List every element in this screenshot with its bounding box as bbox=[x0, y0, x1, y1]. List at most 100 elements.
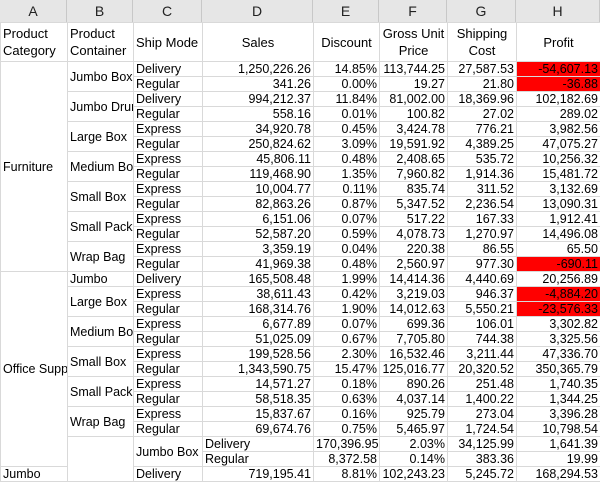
unit-price-cell[interactable]: 925.79 bbox=[379, 406, 448, 422]
shipping-cost-cell[interactable]: 311.52 bbox=[447, 181, 517, 197]
container-cell[interactable]: Medium Box bbox=[67, 151, 134, 182]
sales-cell[interactable]: 34,920.78 bbox=[202, 121, 314, 137]
discount-cell[interactable]: 0.75% bbox=[313, 421, 380, 437]
unit-price-cell[interactable]: 16,532.46 bbox=[379, 346, 448, 362]
profit-cell[interactable]: -690.11 bbox=[516, 256, 600, 272]
sales-cell[interactable]: 558.16 bbox=[202, 106, 314, 122]
header-cell[interactable]: Discount bbox=[313, 22, 380, 62]
sales-cell[interactable]: 3,359.19 bbox=[202, 241, 314, 257]
shipping-cost-cell[interactable]: 106.01 bbox=[447, 316, 517, 332]
unit-price-cell[interactable]: 4,078.73 bbox=[379, 226, 448, 242]
profit-cell[interactable]: 350,365.79 bbox=[516, 361, 600, 377]
discount-cell[interactable]: 2.30% bbox=[313, 346, 380, 362]
container-cell[interactable]: Large Box bbox=[67, 121, 134, 152]
unit-price-cell[interactable]: 7,960.82 bbox=[379, 166, 448, 182]
sales-cell[interactable]: 69,674.76 bbox=[202, 421, 314, 437]
discount-cell[interactable]: 0.16% bbox=[313, 406, 380, 422]
ship-mode-cell[interactable]: Regular bbox=[133, 361, 203, 377]
sales-cell[interactable]: 1,250,226.26 bbox=[202, 61, 314, 77]
discount-cell[interactable]: 0.42% bbox=[313, 286, 380, 302]
discount-cell[interactable]: 0.59% bbox=[313, 226, 380, 242]
shipping-cost-cell[interactable]: 977.30 bbox=[447, 256, 517, 272]
shipping-cost-cell[interactable]: 1,270.97 bbox=[447, 226, 517, 242]
ship-mode-cell[interactable]: Delivery bbox=[133, 61, 203, 77]
unit-price-cell[interactable]: 113,744.25 bbox=[379, 61, 448, 77]
shipping-cost-cell[interactable]: 20,320.52 bbox=[447, 361, 517, 377]
shipping-cost-cell[interactable]: 744.38 bbox=[447, 331, 517, 347]
shipping-cost-cell[interactable]: 19.99 bbox=[516, 451, 600, 467]
sales-cell[interactable]: 38,611.43 bbox=[202, 286, 314, 302]
unit-price-cell[interactable]: 4,037.14 bbox=[379, 391, 448, 407]
profit-cell[interactable]: -36.88 bbox=[516, 76, 600, 92]
profit-cell[interactable]: 13,090.31 bbox=[516, 196, 600, 212]
unit-price-cell[interactable]: 5,347.52 bbox=[379, 196, 448, 212]
container-cell[interactable]: Jumbo bbox=[0, 466, 68, 482]
sales-cell[interactable]: 6,677.89 bbox=[202, 316, 314, 332]
shipping-cost-cell[interactable]: 1,724.54 bbox=[447, 421, 517, 437]
container-cell[interactable]: Jumbo Drum bbox=[67, 91, 134, 122]
shipping-cost-cell[interactable]: 251.48 bbox=[447, 376, 517, 392]
profit-cell[interactable]: 289.02 bbox=[516, 106, 600, 122]
column-header-h[interactable]: H bbox=[516, 0, 600, 22]
shipping-cost-cell[interactable]: 3,211.44 bbox=[447, 346, 517, 362]
shipping-cost-cell[interactable]: 273.04 bbox=[447, 406, 517, 422]
discount-cell[interactable]: 0.48% bbox=[313, 256, 380, 272]
column-header-d[interactable]: D bbox=[202, 0, 313, 22]
shipping-cost-cell[interactable]: 167.33 bbox=[447, 211, 517, 227]
ship-mode-cell[interactable]: Regular bbox=[133, 196, 203, 212]
ship-mode-cell[interactable]: Regular bbox=[133, 76, 203, 92]
profit-cell[interactable]: 1,912.41 bbox=[516, 211, 600, 227]
discount-cell[interactable]: 1.90% bbox=[313, 301, 380, 317]
container-cell[interactable]: Small Box bbox=[67, 181, 134, 212]
shipping-cost-cell[interactable]: 21.80 bbox=[447, 76, 517, 92]
sales-cell[interactable]: 15,837.67 bbox=[202, 406, 314, 422]
shipping-cost-cell[interactable]: 1,400.22 bbox=[447, 391, 517, 407]
discount-cell[interactable]: 15.47% bbox=[313, 361, 380, 377]
profit-cell[interactable]: 10,256.32 bbox=[516, 151, 600, 167]
unit-price-cell[interactable]: 100.82 bbox=[379, 106, 448, 122]
unit-price-cell[interactable]: 2,560.97 bbox=[379, 256, 448, 272]
ship-mode-cell[interactable]: Delivery bbox=[133, 271, 203, 287]
unit-price-cell[interactable]: 699.36 bbox=[379, 316, 448, 332]
shipping-cost-cell[interactable]: 1,914.36 bbox=[447, 166, 517, 182]
sales-cell[interactable]: 41,969.38 bbox=[202, 256, 314, 272]
unit-price-cell[interactable]: 220.38 bbox=[379, 241, 448, 257]
sales-cell[interactable]: 51,025.09 bbox=[202, 331, 314, 347]
ship-mode-cell[interactable]: Express bbox=[133, 286, 203, 302]
shipping-cost-cell[interactable]: 5,550.21 bbox=[447, 301, 517, 317]
profit-cell[interactable]: 47,075.27 bbox=[516, 136, 600, 152]
ship-mode-cell[interactable]: Regular bbox=[133, 331, 203, 347]
discount-cell[interactable]: 0.01% bbox=[313, 106, 380, 122]
shipping-cost-cell[interactable]: 18,369.96 bbox=[447, 91, 517, 107]
shipping-cost-cell[interactable]: 27,587.53 bbox=[447, 61, 517, 77]
ship-mode-cell[interactable]: Regular bbox=[133, 391, 203, 407]
shipping-cost-cell[interactable]: 535.72 bbox=[447, 151, 517, 167]
unit-price-cell[interactable]: 19,591.92 bbox=[379, 136, 448, 152]
unit-price-cell[interactable]: 3,219.03 bbox=[379, 286, 448, 302]
ship-mode-cell[interactable]: Delivery bbox=[202, 436, 314, 452]
ship-mode-cell[interactable]: Express bbox=[133, 346, 203, 362]
container-cell[interactable]: Small Pack bbox=[67, 376, 134, 407]
discount-cell[interactable]: 0.04% bbox=[313, 241, 380, 257]
container-cell[interactable]: Jumbo bbox=[67, 271, 134, 287]
sales-cell[interactable]: 1,343,590.75 bbox=[202, 361, 314, 377]
unit-price-cell[interactable]: 81,002.00 bbox=[379, 91, 448, 107]
container-cell[interactable]: Small Box bbox=[67, 346, 134, 377]
ship-mode-cell[interactable]: Express bbox=[133, 121, 203, 137]
header-cell[interactable]: Shipping Cost bbox=[447, 22, 517, 62]
container-cell[interactable]: Jumbo Box bbox=[133, 436, 203, 467]
profit-cell[interactable]: 3,302.82 bbox=[516, 316, 600, 332]
ship-mode-cell[interactable]: Express bbox=[133, 376, 203, 392]
profit-cell[interactable]: 1,344.25 bbox=[516, 391, 600, 407]
ship-mode-cell[interactable]: Delivery bbox=[133, 91, 203, 107]
ship-mode-cell[interactable]: Express bbox=[133, 151, 203, 167]
ship-mode-cell[interactable]: Express bbox=[133, 241, 203, 257]
sales-cell[interactable]: 6,151.06 bbox=[202, 211, 314, 227]
unit-price-cell[interactable]: 3,424.78 bbox=[379, 121, 448, 137]
shipping-cost-cell[interactable]: 946.37 bbox=[447, 286, 517, 302]
profit-cell[interactable]: 14,496.08 bbox=[516, 226, 600, 242]
ship-mode-cell[interactable]: Regular bbox=[133, 166, 203, 182]
column-header-a[interactable]: A bbox=[0, 0, 67, 22]
profit-cell[interactable]: 168,294.53 bbox=[516, 466, 600, 482]
profit-cell[interactable]: -54,607.13 bbox=[516, 61, 600, 77]
